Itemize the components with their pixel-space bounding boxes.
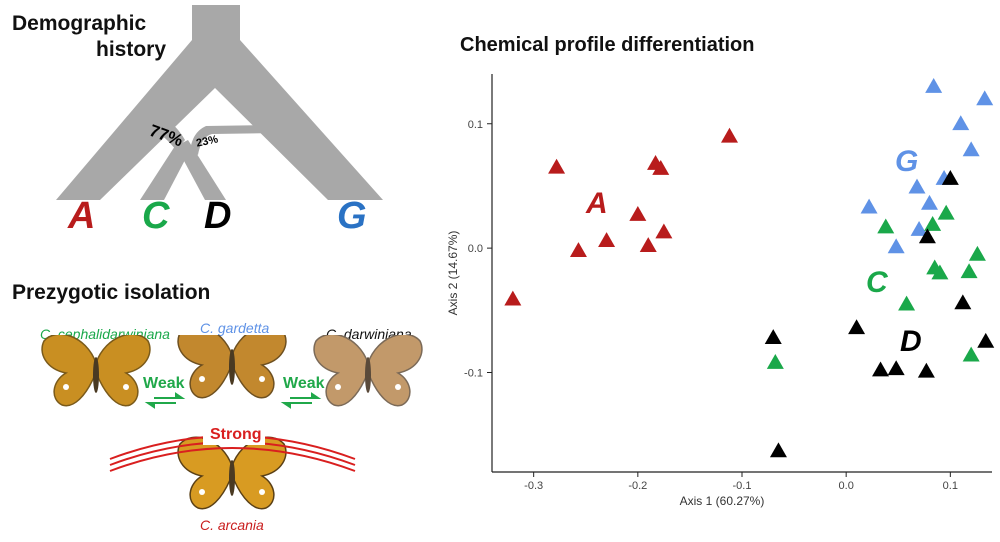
point-c — [937, 204, 955, 220]
point-a — [655, 223, 673, 239]
demographic-title-line1: Demographic — [12, 12, 147, 35]
x-tick-label: -0.1 — [733, 480, 752, 492]
group-label-g: G — [895, 145, 919, 178]
point-d — [918, 228, 936, 244]
point-g — [921, 194, 938, 210]
point-d — [941, 169, 959, 185]
strong-label: Strong — [210, 426, 262, 443]
point-d — [769, 442, 787, 458]
butterfly-darwiniana-icon — [313, 335, 423, 407]
x-tick-label: -0.3 — [524, 480, 543, 492]
y-tick-label: 0.0 — [468, 243, 483, 255]
tree-branch-D — [176, 140, 226, 200]
weak-label-left: Weak — [143, 375, 185, 392]
point-a — [598, 232, 616, 248]
species-label-gardetta: C. gardetta — [200, 320, 270, 336]
species-label-arcania: C. arcania — [200, 517, 264, 533]
point-g — [860, 198, 878, 214]
weak-label-right: Weak — [283, 375, 325, 392]
point-d — [872, 361, 890, 377]
leaf-label-g: G — [337, 195, 367, 237]
point-d — [764, 329, 782, 345]
x-tick-label: 0.0 — [839, 480, 854, 492]
point-d — [917, 362, 935, 378]
point-c — [766, 354, 784, 369]
tree-trunk — [192, 5, 240, 42]
leaf-label-a: A — [68, 195, 96, 237]
point-a — [652, 160, 670, 175]
demographic-title-line2: history — [96, 38, 167, 61]
scatter-chart: -0.3 -0.2 -0.1 0.0 0.1 -0.1 0.0 0.1 Axis 1 (60.2… — [446, 74, 995, 508]
butterfly-arcania-icon — [177, 436, 287, 510]
group-label-c: C — [866, 266, 888, 299]
point-d — [977, 332, 995, 348]
x-axis-label: Axis 1 (60.27%) — [680, 494, 765, 508]
point-c — [968, 245, 986, 261]
tree-branch-23 — [190, 125, 276, 155]
point-c — [931, 264, 949, 280]
point-g — [910, 220, 928, 236]
group-label-d: D — [900, 325, 922, 358]
y-axis-label: Axis 2 (14.67%) — [446, 231, 460, 316]
point-c — [924, 215, 942, 231]
point-g — [925, 77, 943, 93]
tree-main-split — [56, 40, 383, 200]
weak-arrows-right-icon — [280, 392, 322, 409]
label-23: 23% — [195, 133, 219, 149]
point-g — [962, 141, 980, 157]
x-tick-label: 0.1 — [943, 480, 958, 492]
x-tick-label: -0.2 — [628, 480, 647, 492]
butterfly-gardetta-icon — [177, 335, 287, 399]
point-d — [848, 319, 866, 335]
leaf-label-c: C — [142, 195, 170, 237]
point-c — [960, 263, 978, 279]
point-c — [898, 295, 916, 311]
point-c — [962, 346, 980, 362]
tree-branch-77 — [140, 112, 185, 150]
leaf-label-d: D — [204, 195, 232, 237]
butterfly-cephalidarwiniana-icon — [41, 335, 151, 407]
y-tick-label: -0.1 — [464, 368, 483, 380]
tree-branches — [56, 5, 383, 200]
point-a — [548, 158, 566, 174]
point-d — [954, 294, 972, 310]
point-g — [887, 238, 905, 254]
butterfly-panel — [41, 335, 423, 510]
point-a — [629, 206, 647, 221]
point-g — [952, 115, 970, 131]
prezygotic-title: Prezygotic isolation — [12, 281, 211, 304]
tree-branch-C — [140, 146, 186, 200]
demographic-tree: 77% 23% — [56, 5, 383, 200]
point-a — [504, 290, 522, 306]
point-d — [887, 360, 905, 376]
group-label-a: A — [586, 187, 608, 220]
point-g — [908, 178, 926, 194]
point-g — [976, 90, 994, 106]
point-a — [721, 127, 738, 143]
weak-arrows-left-icon — [144, 392, 186, 409]
point-a — [569, 242, 587, 257]
y-tick-label: 0.1 — [468, 119, 483, 131]
point-a — [639, 237, 657, 253]
point-c — [877, 218, 895, 234]
chart-title: Chemical profile differentiation — [460, 34, 755, 56]
